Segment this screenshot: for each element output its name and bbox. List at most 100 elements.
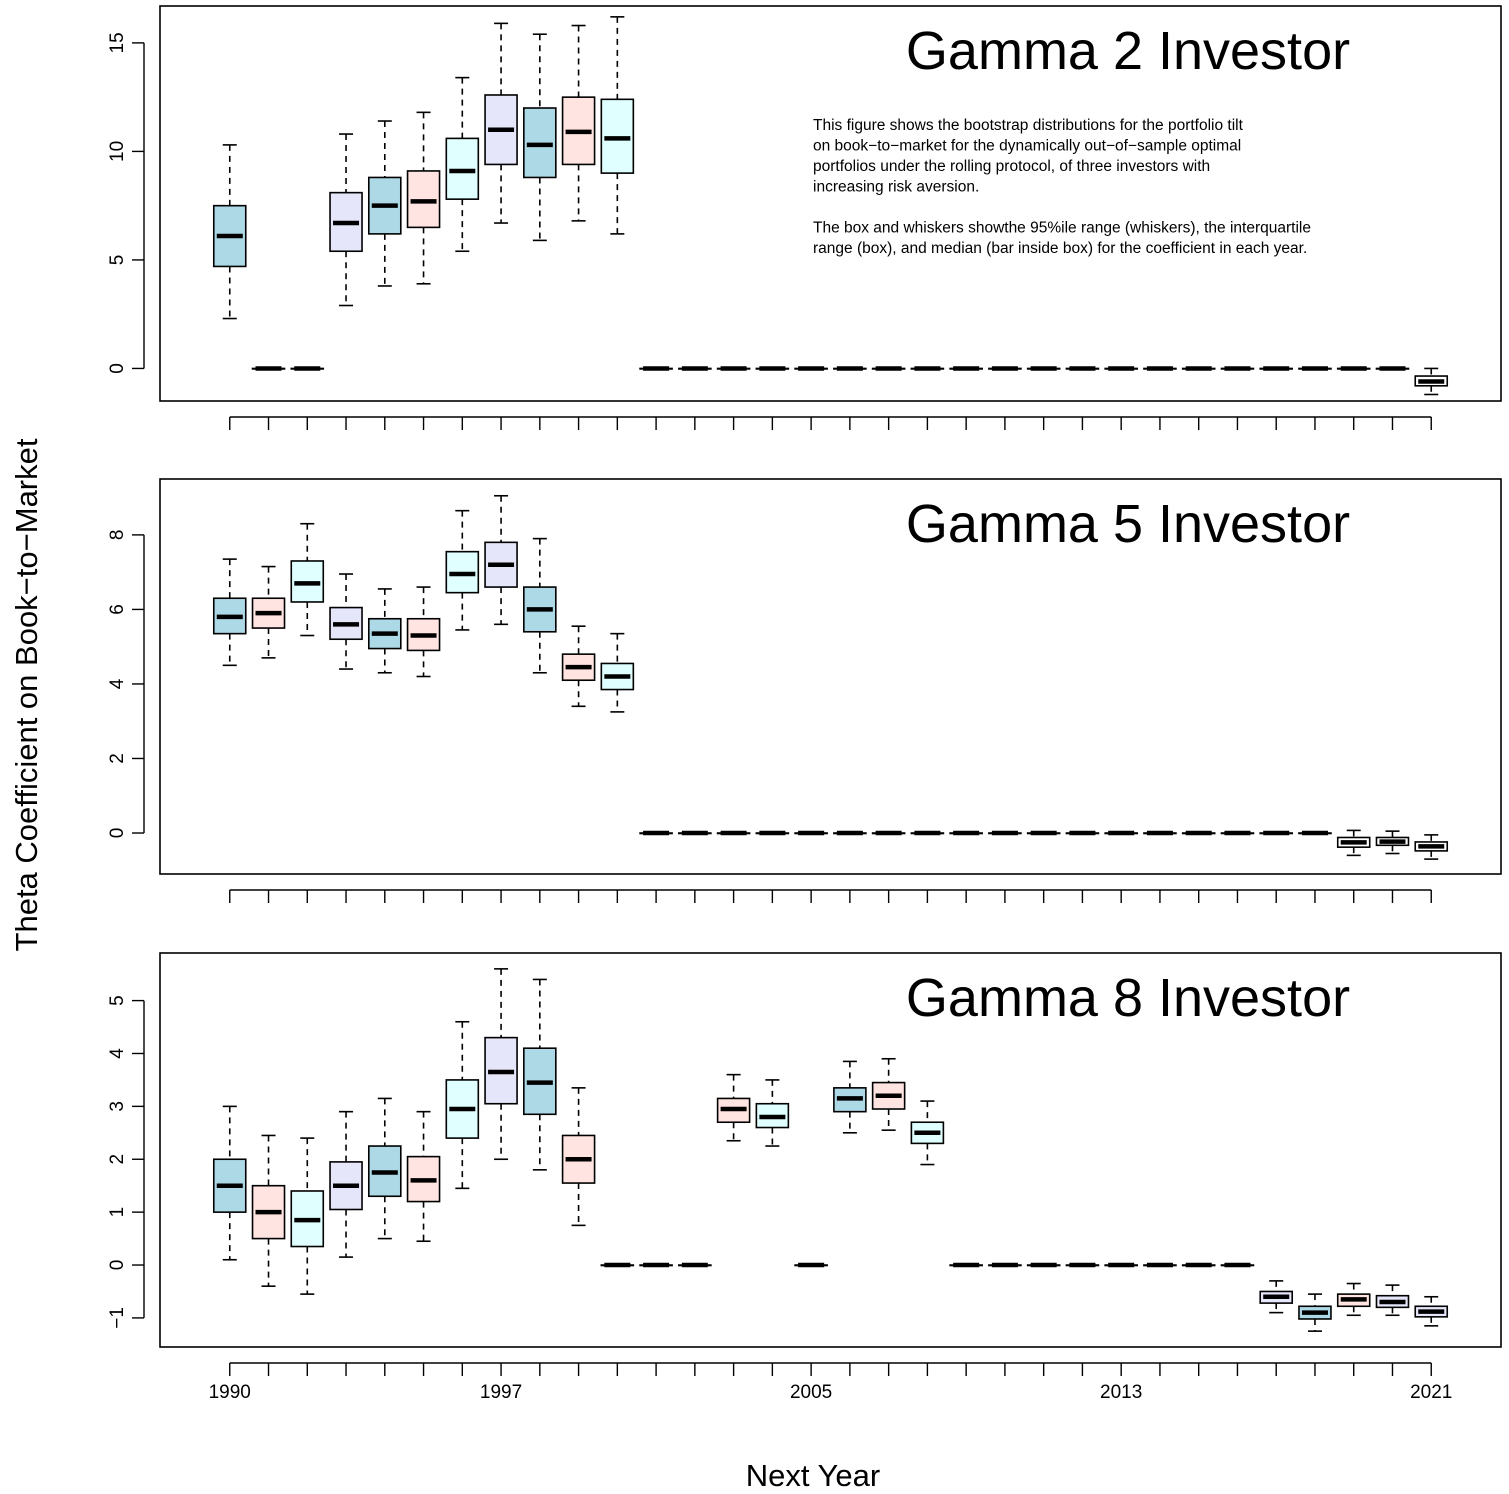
box-2011: [1026, 830, 1061, 836]
box-2015: [1181, 366, 1216, 371]
x-tick-label: 2021: [1410, 1382, 1452, 1403]
y-tick-label: 2: [107, 1154, 128, 1165]
box-1993: [329, 573, 363, 670]
box-2017: [1259, 1280, 1294, 1314]
box-2009: [949, 1262, 983, 1268]
box-1996: [445, 1020, 480, 1190]
box-2007: [871, 366, 906, 371]
box-2009: [949, 830, 983, 836]
box-1998: [523, 537, 557, 674]
box-2000: [600, 632, 635, 713]
box-1999: [561, 24, 596, 222]
box-2018: [1298, 830, 1332, 836]
y-tick-label: 0: [107, 363, 128, 374]
panel-title: Gamma 8 Investor: [906, 968, 1350, 1028]
box-1990: [212, 144, 247, 320]
box-2019: [1336, 1282, 1371, 1317]
y-tick-label: 5: [107, 255, 128, 266]
box-1996: [445, 76, 480, 253]
box-2006: [833, 830, 867, 836]
box-2011: [1026, 366, 1061, 371]
box-2000: [600, 16, 635, 235]
box-2016: [1220, 366, 1255, 371]
box-2008: [910, 366, 945, 371]
box-1998: [523, 978, 557, 1171]
box-2001: [639, 830, 673, 836]
box-1995: [406, 586, 441, 678]
plot-frame: [159, 5, 1502, 402]
annotation-line: portfolios under the rolling protocol, o…: [813, 158, 1210, 175]
box-2002: [678, 366, 712, 371]
y-tick-label: 4: [107, 678, 128, 689]
box-1997: [484, 22, 518, 224]
x-axis-title: Next Year: [746, 1458, 880, 1493]
y-tick-label: 4: [107, 1048, 128, 1059]
box-1992: [290, 522, 325, 637]
box-2019: [1336, 366, 1371, 371]
box-1997: [484, 494, 518, 626]
x-tick-label: 2005: [790, 1382, 832, 1403]
panel-3: −1 0 1 2 3 4 5 Gamma 8 Investor: [107, 952, 1502, 1376]
box-2012: [1065, 1262, 1100, 1268]
box-1991: [251, 565, 286, 659]
box-2014: [1143, 366, 1177, 371]
box-2010: [988, 1262, 1022, 1268]
box-1994: [367, 1097, 402, 1240]
box-1993: [329, 1110, 363, 1258]
box-2006: [833, 366, 867, 371]
y-tick-label: 8: [107, 530, 128, 541]
box-1993: [329, 133, 363, 307]
box-2010: [988, 366, 1022, 371]
y-tick-label: 3: [107, 1101, 128, 1112]
box-2013: [1104, 1262, 1138, 1268]
box-2003: [716, 366, 751, 371]
box-2010: [988, 830, 1022, 836]
annotation-text: This figure shows the bootstrap distribu…: [813, 117, 1311, 257]
box-2012: [1065, 830, 1100, 836]
box-1994: [367, 120, 402, 287]
annotation-line: This figure shows the bootstrap distribu…: [813, 117, 1244, 134]
box-2012: [1065, 366, 1100, 371]
box-2015: [1181, 1262, 1216, 1268]
y-tick-label: 1: [107, 1207, 128, 1218]
box-1992: [290, 366, 325, 371]
y-tick-label: −1: [107, 1307, 128, 1329]
box-1999: [561, 1087, 596, 1227]
box-2008: [910, 830, 945, 836]
box-2014: [1143, 1262, 1177, 1268]
box-2003: [716, 830, 751, 836]
y-tick-label: 0: [107, 828, 128, 839]
box-2004: [755, 1079, 790, 1147]
box-1991: [251, 1134, 286, 1287]
y-tick-label: 15: [107, 32, 128, 53]
box-2013: [1104, 366, 1138, 371]
panel-title: Gamma 5 Investor: [906, 494, 1350, 554]
box-2005: [794, 1262, 828, 1268]
box-2016: [1220, 830, 1255, 836]
y-tick-label: 0: [107, 1260, 128, 1271]
box-2002: [678, 1262, 712, 1268]
panel-title: Gamma 2 Investor: [906, 21, 1350, 81]
y-tick-label: 6: [107, 604, 128, 615]
annotation-line: on book−to−market for the dynamically ou…: [813, 138, 1241, 155]
box-1991: [251, 366, 286, 371]
box-1997: [484, 968, 518, 1161]
box-1994: [367, 588, 402, 674]
box-2021: [1414, 834, 1449, 860]
plot-frame: [159, 952, 1502, 1348]
box-2005: [794, 366, 828, 371]
box-2002: [678, 830, 712, 836]
y-tick-label: 2: [107, 753, 128, 764]
box-2001: [639, 366, 673, 371]
panel-2: 0 2 4 6 8 Gamma 5 Investor: [107, 478, 1502, 903]
x-tick-label: 1997: [480, 1382, 522, 1403]
box-2021: [1414, 367, 1449, 396]
box-2003: [716, 1073, 751, 1142]
box-1999: [561, 625, 596, 708]
box-1996: [445, 509, 480, 631]
box-2021: [1414, 1295, 1449, 1327]
box-2017: [1259, 830, 1294, 836]
x-axis: 1990 1997 2005 2013 2021: [209, 1382, 1453, 1403]
x-tick-label: 1990: [209, 1382, 251, 1403]
